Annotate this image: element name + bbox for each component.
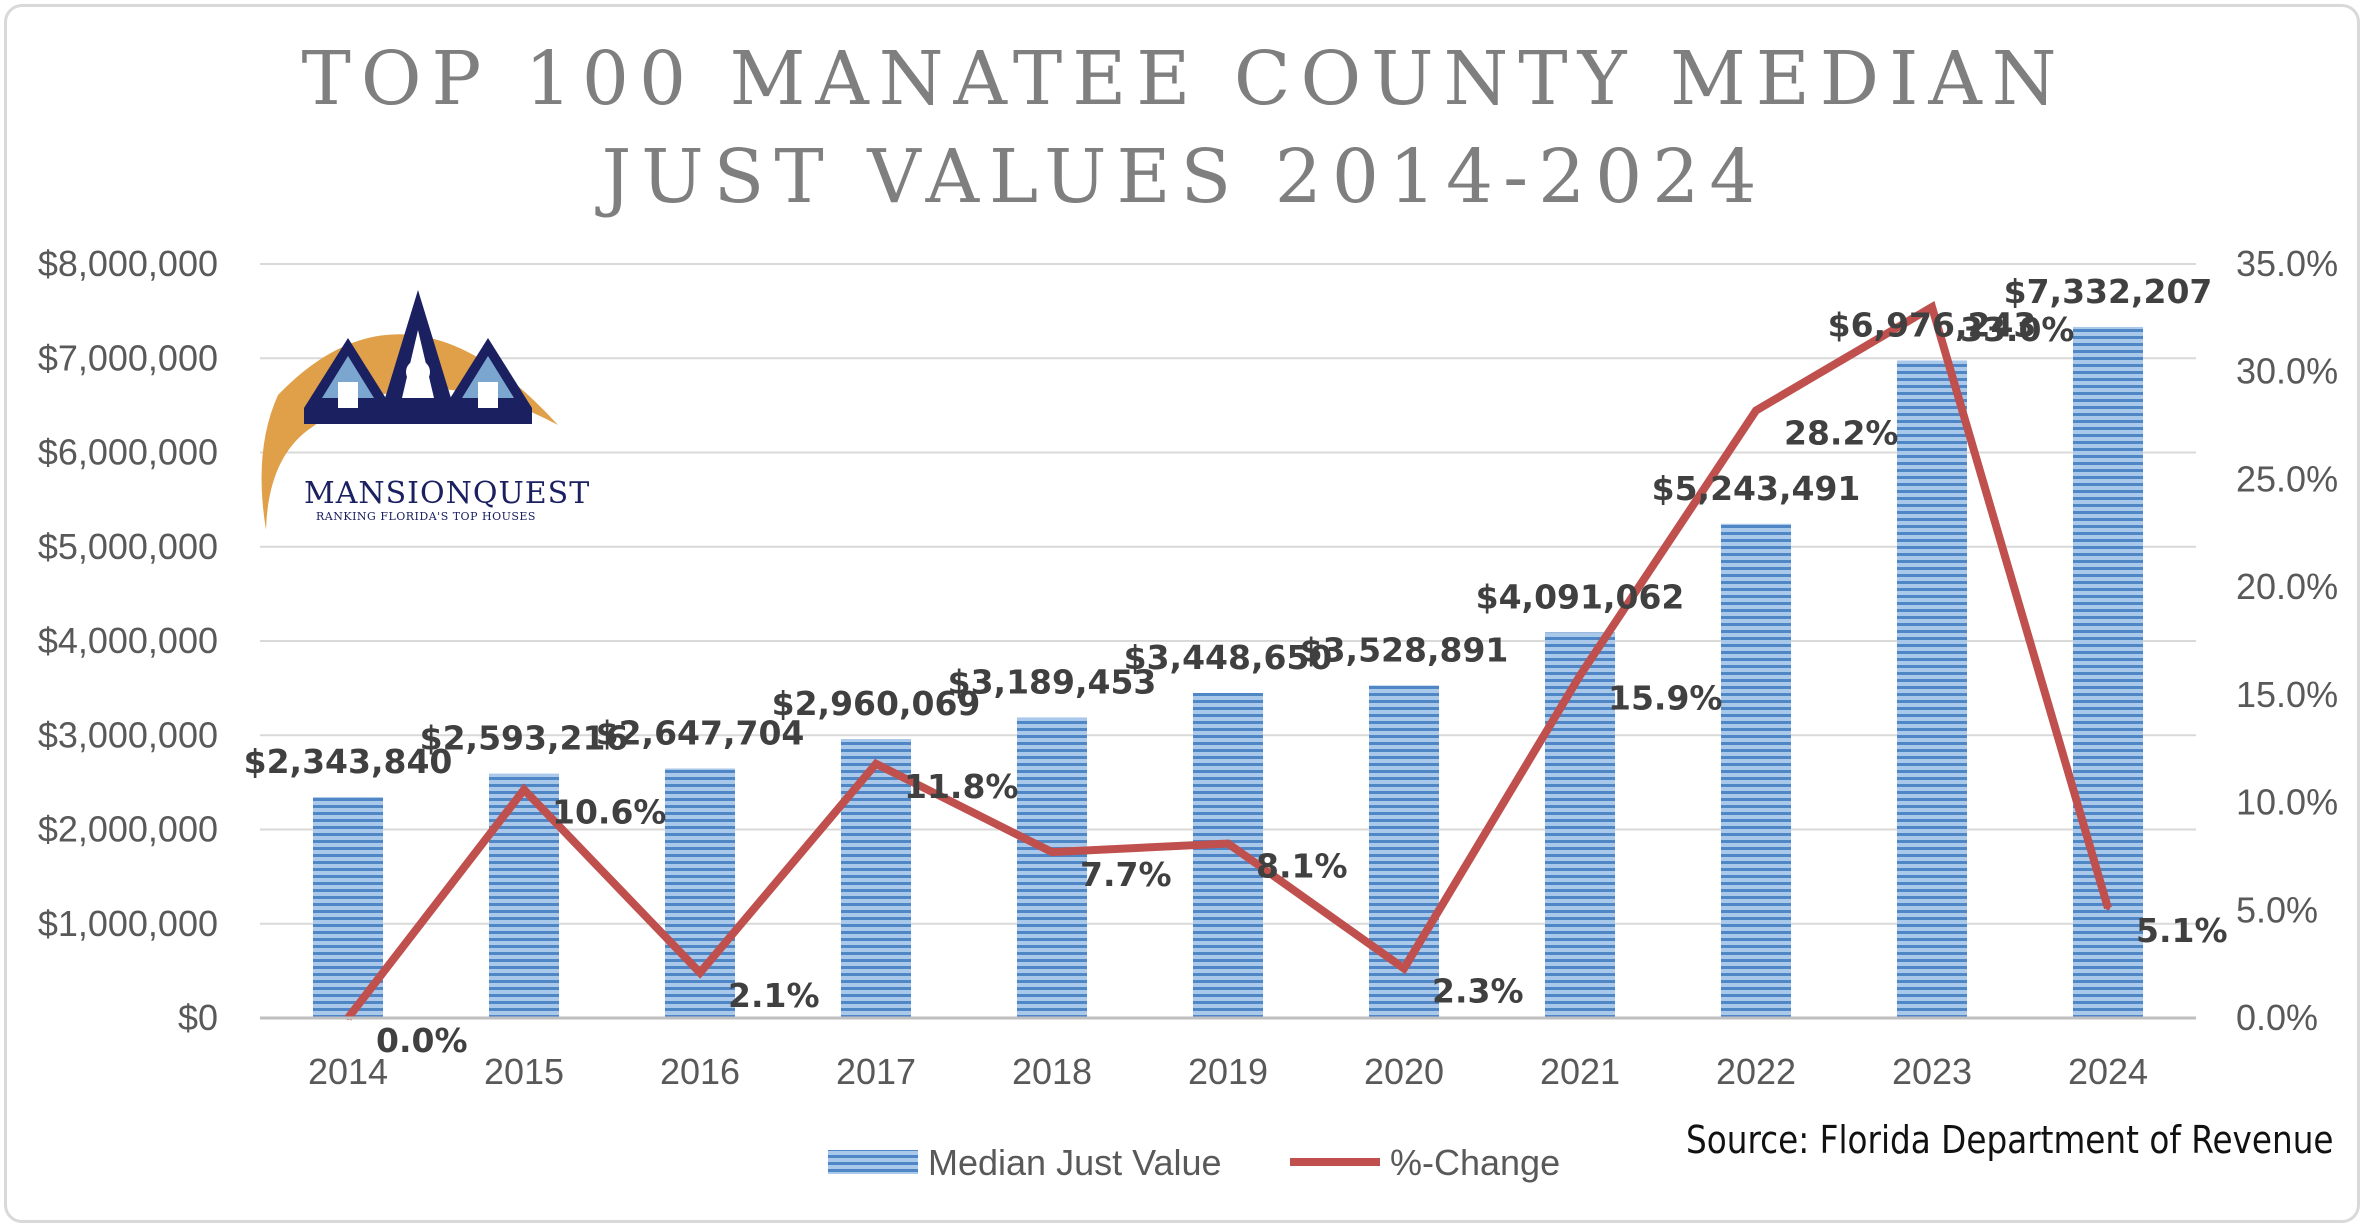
chart-title: TOP 100 MANATEE COUNTY MEDIAN JUST VALUE… (0, 30, 2368, 226)
line-data-label: 33.0% (1960, 310, 2075, 349)
bar (2073, 326, 2143, 1019)
chart-frame (4, 4, 2360, 1223)
y-right-tick-label: 25.0% (2236, 458, 2338, 499)
logo-tagline: RANKING FLORIDA'S TOP HOUSES (316, 510, 536, 523)
line-point (1050, 850, 1054, 855)
bar (1193, 692, 1263, 1018)
bar-data-label: $2,647,704 (596, 713, 805, 752)
bar-data-label: $3,189,453 (948, 662, 1157, 701)
bar-data-label: $2,593,216 (420, 719, 629, 758)
y-right-tick-label: 10.0% (2236, 782, 2338, 823)
y-left-tick-label: $1,000,000 (38, 903, 218, 944)
x-tick-label: 2019 (1188, 1051, 1268, 1092)
bar (1897, 360, 1967, 1018)
y-right-tick-label: 20.0% (2236, 566, 2338, 607)
line-point (1930, 305, 1934, 310)
x-tick-label: 2016 (660, 1051, 740, 1092)
x-tick-label: 2020 (1364, 1051, 1444, 1092)
line-point (1754, 408, 1758, 413)
line-point (698, 970, 702, 975)
bar-data-label: $2,960,069 (772, 684, 981, 723)
x-tick-label: 2023 (1892, 1051, 1972, 1092)
line-data-label: 5.1% (2136, 911, 2228, 950)
line-point (1402, 966, 1406, 971)
bar (841, 739, 911, 1018)
logo-wordmark: MANSIONQUEST (304, 476, 591, 511)
legend-label-percent-change: %-Change (1390, 1142, 1560, 1183)
x-tick-label: 2017 (836, 1051, 916, 1092)
line-data-label: 28.2% (1784, 413, 1899, 452)
line-data-label: 15.9% (1608, 678, 1723, 717)
bar-data-label: $7,332,207 (2004, 272, 2213, 311)
chart-title-line-2: JUST VALUES 2014-2024 (601, 134, 1767, 220)
x-tick-label: 2021 (1540, 1051, 1620, 1092)
line-data-label: 8.1% (1256, 847, 1348, 886)
source-note: Source: Florida Department of Revenue (1686, 1118, 2334, 1162)
bar-data-label: $2,343,840 (244, 742, 453, 781)
line-point (1226, 841, 1230, 846)
y-left-tick-label: $8,000,000 (38, 243, 218, 284)
line-point (1578, 673, 1582, 678)
legend-label-median-just-value: Median Just Value (928, 1142, 1222, 1183)
line-point (2106, 906, 2110, 911)
bar-data-label: $4,091,062 (1476, 577, 1685, 616)
line-data-label: 2.3% (1432, 971, 1524, 1010)
y-left-tick-label: $6,000,000 (38, 432, 218, 473)
x-tick-label: 2018 (1012, 1051, 1092, 1092)
house-icon (261, 290, 558, 530)
y-left-tick-label: $5,000,000 (38, 526, 218, 567)
line-data-label: 10.6% (552, 793, 667, 832)
line-data-label: 0.0% (376, 1021, 468, 1060)
bar-data-label: $5,243,491 (1652, 469, 1861, 508)
mansionquest-logo: MANSIONQUEST RANKING FLORIDA'S TOP HOUSE… (258, 290, 589, 530)
label-layer: $2,343,840$2,593,216$2,647,704$2,960,069… (244, 272, 2228, 1060)
x-tick-label: 2022 (1716, 1051, 1796, 1092)
bar-data-label: $3,528,891 (1300, 630, 1509, 669)
line-point (522, 787, 526, 792)
legend: Median Just Value %-Change (828, 1142, 1560, 1183)
y-right-tick-label: 35.0% (2236, 243, 2338, 284)
y-right-tick-label: 30.0% (2236, 351, 2338, 392)
line-data-label: 2.1% (728, 976, 820, 1015)
bar (1545, 632, 1615, 1018)
y-left-tick-label: $7,000,000 (38, 337, 218, 378)
axis-layer: $0 $1,000,000 $2,000,000 $3,000,000 $4,000,0… (38, 243, 2338, 1092)
y-left-tick-label: $2,000,000 (38, 809, 218, 850)
y-right-tick-label: 5.0% (2236, 889, 2318, 930)
y-left-tick-label: $4,000,000 (38, 620, 218, 661)
bar-data-label: $6,976,243 (1828, 305, 2037, 344)
line-data-label: 7.7% (1080, 855, 1172, 894)
chart-title-line-1: TOP 100 MANATEE COUNTY MEDIAN (301, 36, 2067, 122)
y-right-tick-label: 15.0% (2236, 674, 2338, 715)
x-tick-label: 2014 (308, 1051, 388, 1092)
line-data-label: 11.8% (904, 767, 1019, 806)
bar (1721, 523, 1791, 1018)
bar (665, 768, 735, 1018)
x-tick-label: 2015 (484, 1051, 564, 1092)
y-right-tick-label: 0.0% (2236, 997, 2318, 1038)
line-point (874, 761, 878, 766)
y-left-tick-label: $3,000,000 (38, 714, 218, 755)
bar-data-label: $3,448,650 (1124, 638, 1333, 677)
bar (1017, 717, 1087, 1018)
y-left-tick-label: $0 (178, 997, 218, 1038)
legend-swatch-median-just-value (828, 1150, 918, 1174)
x-tick-label: 2024 (2068, 1051, 2148, 1092)
